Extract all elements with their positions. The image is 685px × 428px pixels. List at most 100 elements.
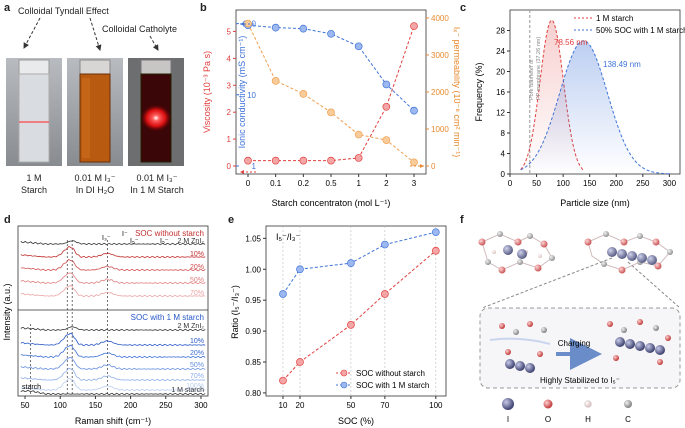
chart-d-top-series-label: 20%: [190, 264, 204, 271]
chart-e-point: [347, 259, 355, 267]
chart-e-point: [381, 290, 389, 298]
chart-d: 2 M ZnI₂ 10% 20% 50% 70% 2 M ZnI₂ 10% 20% 50% 70%…: [2, 225, 209, 426]
chart-b-left-axis-label: Viscosity (10⁻³ Pa s): [202, 51, 212, 133]
chart-b-x-tick-label: 0.1: [270, 179, 282, 188]
chart-b-left-tick-label: 0: [227, 162, 232, 171]
caption-3-line-2: In 1 M Starch: [130, 185, 184, 195]
vial-1-cap: [18, 59, 50, 75]
chart-b-right-tick-label: 2000: [431, 88, 449, 97]
chart-e-x-tick-label: 100: [429, 401, 443, 410]
chart-e-x-tick-label: 10: [279, 401, 288, 410]
chart-b-point: [410, 106, 418, 115]
chart-e-y-tick-label: 0.90: [245, 327, 261, 336]
chart-e-x-label: SOC (%): [338, 416, 374, 426]
chart-c-x-tick-label: 250: [636, 179, 650, 188]
chart-e-point: [431, 228, 440, 237]
starch-molecule-left: [478, 231, 555, 274]
chart-e-y-label: Ratio (I₅⁻/I₃⁻): [230, 285, 240, 339]
chart-b-point: [354, 130, 363, 139]
chart-d-bottom-series-label: 100%: [186, 383, 204, 390]
panel-a-svg: [6, 17, 184, 166]
pore-label-2: PP membrane (37.26 nm): [536, 37, 542, 100]
peak-label-i5-a: I₅⁻: [130, 238, 139, 245]
chart-b-x-tick-label: 0: [246, 179, 251, 188]
chart-d-bottom-spectrum: [20, 367, 206, 382]
chart-d-top-spectrum: [20, 246, 206, 259]
chart-d-top-series-label: 2 M ZnI₂: [178, 238, 205, 245]
legend-label-o: O: [545, 415, 551, 424]
chart-d-top-spectrum: [20, 240, 206, 246]
chart-e-series: [279, 228, 440, 385]
chart-e-point: [279, 376, 287, 385]
chart-e: 10 20 50 70 100 0.80 0.85 0.90 0.95 1.00 1.05 I₅⁻/…: [230, 225, 447, 426]
chart-b-x-tick-label: 3: [412, 179, 417, 188]
chart-d-x-tick-label: 50: [21, 401, 30, 410]
chart-d-x-tick-label: 250: [159, 401, 173, 410]
starch-molecule-right: [584, 231, 673, 274]
chart-b-left-tick-label: 5: [227, 27, 232, 36]
chart-c-legend: 1 M starch 50% SOC with 1 M starch: [574, 14, 685, 35]
pore-label-1: Pore diameter of: [529, 59, 535, 100]
caption-2-line-2: In DI H₂O: [75, 185, 115, 195]
chart-b-x-tick-label: 2: [384, 179, 389, 188]
chart-d-bottom-spectrum: [20, 326, 206, 332]
chart-d-ticks: 50 100 150 200 250 300: [21, 396, 208, 410]
chart-b-point: [382, 136, 391, 144]
chart-e-x-tick-label: 50: [346, 401, 355, 410]
caption-photo-1: 1 M Starch: [6, 172, 62, 196]
chart-c-x-tick-label: 50: [532, 179, 541, 188]
catholyte-arrow: [149, 35, 159, 51]
chart-d-x-tick-label: 300: [194, 401, 208, 410]
chart-e-point: [279, 290, 287, 298]
caption-photo-3: 0.01 M I₃⁻ In 1 M Starch: [122, 172, 192, 196]
vial-2-shade: [82, 78, 90, 158]
panel-a-photos: Colloidal Tyndall Effect Colloidal Catho…: [0, 0, 200, 212]
caption-photo-2: 0.01 M I₃⁻ In DI H₂O: [62, 172, 128, 196]
legend-atom-o: [543, 399, 553, 409]
chart-e-frame: [265, 225, 447, 397]
chart-c-curve: [520, 40, 670, 175]
vial-1-body: [18, 73, 50, 163]
chart-d-bottom-title: SOC with 1 M starch: [131, 313, 204, 322]
chart-d-bottom-spectrum: [20, 344, 206, 359]
chart-d-bottom-series-label: 2 M ZnI₂: [178, 323, 205, 330]
chart-b-left-arrowhead: [240, 170, 244, 174]
legend-c-label-1: 1 M starch: [596, 14, 633, 23]
chart-e-series-line: [282, 231, 436, 295]
chart-d-x-label: Raman shift (cm⁻¹): [75, 416, 151, 426]
chart-b-x-tick-label: 0.2: [298, 179, 310, 188]
chart-d-bottom-spectrum: [20, 389, 206, 396]
chart-b-point: [410, 22, 418, 30]
chart-b-point: [327, 108, 335, 117]
chart-e-y-tick-label: 1.05: [245, 234, 261, 243]
legend-c-label-2: 50% SOC with 1 M starch: [596, 26, 685, 35]
chart-b-point: [299, 89, 308, 98]
chart-c-x-tick-label: 0: [508, 179, 513, 188]
chart-c: 0 50 100 150 200 250 300 0 4 8 12 16 20 24 28 1 M star…: [474, 9, 685, 208]
chart-c-ticks: 0 50 100 150 200 250 300 0 4 8 12 16 20 24 28: [496, 27, 677, 189]
caption-2-line-1: 0.01 M I₃⁻: [74, 173, 116, 183]
chart-c-y-label: Frequency (%): [474, 62, 484, 121]
chart-c-x-tick-label: 150: [583, 179, 597, 188]
chart-b-point: [354, 42, 363, 51]
chart-b-x-label: Starch concentraton (mol L⁻¹): [272, 198, 391, 208]
chart-e-y-tick-label: 0.95: [245, 296, 261, 305]
chart-e-point: [431, 246, 440, 255]
chart-d-bottom-spectrum: [20, 332, 206, 347]
chart-b-x-tick-label: 1: [356, 179, 361, 188]
chart-c-area: [520, 40, 670, 174]
annotation-78nm: 78.56 nm: [554, 38, 588, 47]
chart-d-x-tick-label: 200: [124, 401, 138, 410]
label-colloidal-catholyte: Colloidal Catholyte: [102, 24, 178, 34]
chart-b-mid-tick-label: 10: [247, 91, 256, 100]
chart-d-top-spectrum: [20, 272, 206, 285]
tyndall-arrow-2: [89, 17, 102, 51]
chart-c-x-tick-label: 200: [610, 179, 624, 188]
vial-3-glow: [140, 104, 172, 132]
chart-b-mid-arrowhead: [240, 22, 244, 26]
chart-b-left-tick-label: 4: [227, 54, 232, 63]
chart-d-x-tick-label: 100: [54, 401, 68, 410]
chart-b-right-tick-label: 4000: [431, 14, 449, 23]
chart-c-series: [520, 10, 670, 175]
